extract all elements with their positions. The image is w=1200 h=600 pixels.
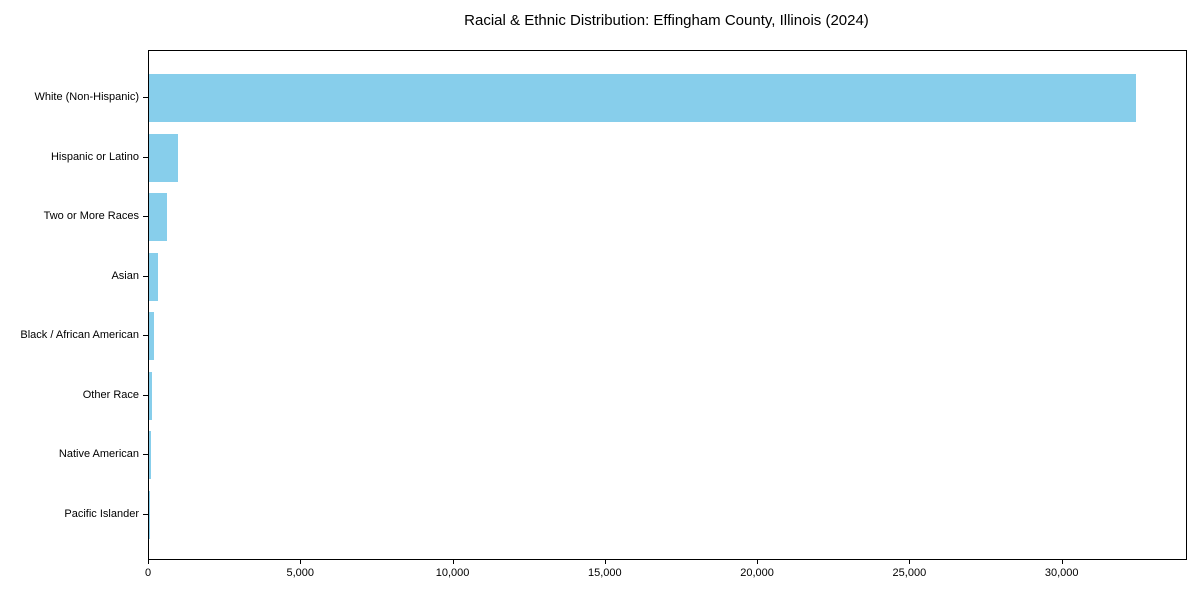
y-tick-mark <box>143 156 148 158</box>
y-tick-mark <box>143 216 148 218</box>
x-tick-label: 20,000 <box>740 567 774 579</box>
x-tick-mark <box>604 560 606 564</box>
y-tick-mark <box>143 513 148 515</box>
x-tick-mark <box>1061 560 1063 564</box>
bar <box>149 371 152 420</box>
x-tick-mark <box>300 560 302 564</box>
x-tick-label: 0 <box>144 567 152 579</box>
y-tick-label: Pacific Islander <box>64 507 139 520</box>
x-tick-mark <box>148 560 149 564</box>
x-tick-mark <box>757 560 759 564</box>
y-tick-label: Black / African American <box>20 329 139 342</box>
y-tick-label: Two or More Races <box>43 210 139 223</box>
y-tick-label: Asian <box>111 269 139 282</box>
bar <box>149 431 151 480</box>
y-tick-label: Native American <box>58 448 139 461</box>
y-tick-mark <box>143 454 148 456</box>
x-tick-label: 10,000 <box>435 567 470 579</box>
bar <box>149 133 178 182</box>
chart-title: Racial & Ethnic Distribution: Effingham … <box>464 12 869 29</box>
x-tick-mark <box>452 560 454 564</box>
y-tick-label: Other Race <box>82 388 139 401</box>
x-tick-mark <box>909 560 911 564</box>
bar <box>149 193 167 242</box>
y-tick-mark <box>143 335 148 337</box>
x-tick-label: 5,000 <box>286 567 315 579</box>
y-tick-mark <box>143 394 148 396</box>
y-tick-label: Hispanic or Latino <box>50 150 139 163</box>
y-tick-mark <box>143 97 148 98</box>
x-tick-label: 30,000 <box>1044 567 1079 579</box>
bar <box>149 252 159 301</box>
bar <box>149 74 1136 122</box>
x-tick-label: 25,000 <box>892 567 927 579</box>
y-tick-label: White (Non-Hispanic) <box>34 91 139 103</box>
plot-area <box>148 50 1187 560</box>
x-tick-label: 15,000 <box>588 567 622 579</box>
bar <box>149 312 154 361</box>
y-tick-mark <box>143 275 148 277</box>
